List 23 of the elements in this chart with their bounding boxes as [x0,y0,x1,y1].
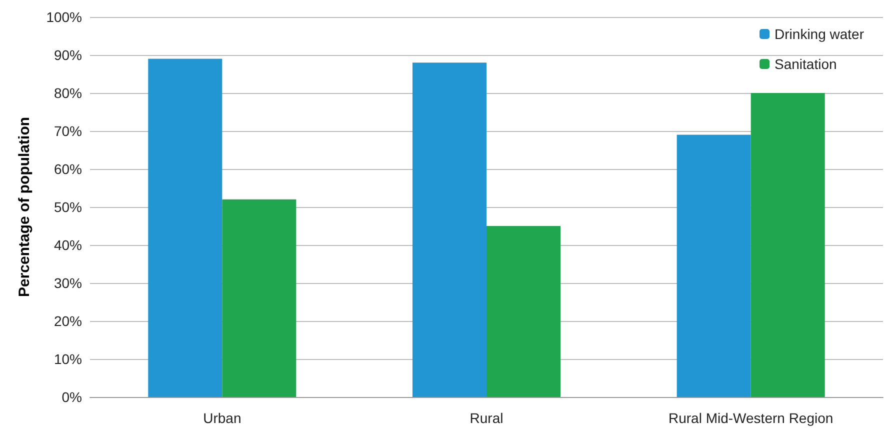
y-tick-label: 10% [54,351,82,367]
x-tick-label: Rural [470,410,504,426]
y-tick-label: 60% [54,161,82,177]
y-tick-label: 50% [54,199,82,215]
y-tick-label: 40% [54,237,82,253]
y-tick-label: 30% [54,275,82,291]
bar [412,62,486,397]
y-tick-label: 0% [62,389,82,405]
y-tick-label: 70% [54,123,82,139]
x-tick-label: Urban [203,410,242,426]
y-tick-label: 100% [46,9,82,25]
legend-label: Sanitation [774,56,837,72]
y-tick-label: 20% [54,313,82,329]
bar [676,134,751,397]
y-tick-label: 80% [54,85,82,101]
bar [222,199,296,397]
bar [486,226,561,397]
bar [750,93,825,397]
y-tick-label: 90% [54,47,82,63]
y-axis-title: Percentage of population [16,116,33,298]
x-tick-label: Rural Mid-Western Region [668,410,834,426]
bar [148,58,222,397]
legend-label: Drinking water [774,26,864,42]
